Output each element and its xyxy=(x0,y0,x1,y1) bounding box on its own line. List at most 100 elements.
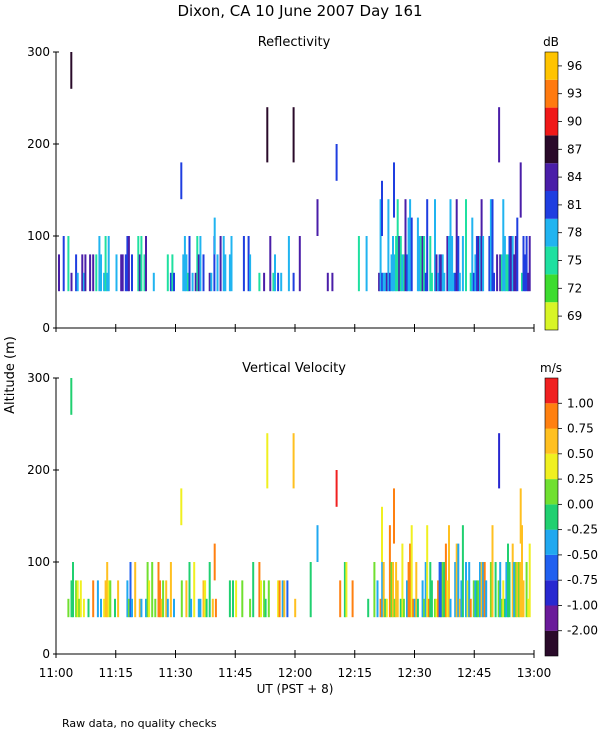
echo-streak xyxy=(420,236,422,292)
echo-streak xyxy=(367,598,370,618)
echo-streak xyxy=(527,272,530,292)
echo-streak xyxy=(89,254,92,292)
echo-streak xyxy=(106,272,109,292)
echo-streak xyxy=(185,580,188,618)
echo-streak xyxy=(409,543,412,618)
echo-streak xyxy=(483,562,486,618)
echo-streak xyxy=(67,598,70,618)
echo-feature xyxy=(266,433,269,489)
echo-streak xyxy=(235,580,238,618)
echo-streak xyxy=(185,254,188,292)
x-tick-label: 11:45 xyxy=(218,666,253,680)
echo-streak xyxy=(479,236,481,292)
echo-streak xyxy=(100,598,102,618)
echo-streak xyxy=(148,580,151,618)
echo-streak xyxy=(480,199,483,292)
colorbar-tick-label: 78 xyxy=(567,226,582,240)
echo-feature xyxy=(292,433,295,489)
echo-streak xyxy=(385,272,388,292)
echo-streak xyxy=(103,598,106,618)
echo-streak xyxy=(263,580,266,618)
echo-streak xyxy=(260,580,262,618)
echo-streak xyxy=(409,199,412,292)
echo-streak xyxy=(426,525,429,618)
echo-streak xyxy=(75,580,78,618)
colorbar-swatch xyxy=(545,246,558,275)
echo-streak xyxy=(406,580,408,618)
colorbar-unit-velocity: m/s xyxy=(540,361,562,375)
echo-streak xyxy=(465,199,467,292)
echo-feature xyxy=(498,107,501,163)
y-tick-label: 300 xyxy=(27,45,50,59)
echo-streak xyxy=(528,236,531,292)
y-tick-label: 0 xyxy=(42,321,50,335)
echo-streak xyxy=(151,562,154,618)
colorbar-swatch xyxy=(545,630,558,656)
echo-streak xyxy=(449,199,452,292)
echo-streak xyxy=(70,580,73,618)
echo-streak xyxy=(461,236,464,292)
echo-streak xyxy=(70,272,73,292)
echo-streak xyxy=(283,580,286,618)
echo-streak xyxy=(489,199,492,292)
echo-streak xyxy=(482,562,485,618)
echo-streak xyxy=(82,598,85,618)
panel-title-reflectivity: Reflectivity xyxy=(258,35,331,50)
echo-streak xyxy=(388,272,391,292)
colorbar-swatch xyxy=(545,403,558,429)
echo-streak xyxy=(121,254,124,292)
colorbar-swatch xyxy=(545,554,558,581)
echo-streak xyxy=(404,199,407,292)
echo-streak xyxy=(469,598,472,618)
echo-streak xyxy=(219,236,222,292)
echo-streak xyxy=(96,580,99,618)
echo-streak xyxy=(513,254,516,292)
echo-streak xyxy=(441,254,444,292)
echo-streak xyxy=(173,598,175,618)
echo-streak xyxy=(441,562,444,618)
echo-streak xyxy=(378,272,381,292)
echo-streak xyxy=(98,236,101,292)
x-tick-label: 13:00 xyxy=(517,666,552,680)
echo-streak xyxy=(228,580,231,618)
echo-streak xyxy=(395,236,398,292)
echo-streak xyxy=(309,562,312,618)
echo-streak xyxy=(205,598,208,618)
echo-streak xyxy=(114,598,116,618)
echo-streak xyxy=(497,580,500,618)
echo-streak xyxy=(438,254,441,292)
echo-streak xyxy=(508,236,511,292)
echo-streak xyxy=(351,580,354,618)
echo-streak xyxy=(437,580,440,618)
echo-streak xyxy=(171,254,174,292)
echo-layer xyxy=(58,199,531,292)
echo-streak xyxy=(460,580,463,618)
echo-streak xyxy=(104,236,107,292)
echo-streak xyxy=(278,580,281,618)
echo-streak xyxy=(401,543,404,618)
echo-streak xyxy=(146,562,149,618)
echo-streak xyxy=(511,543,514,618)
colorbar-swatch xyxy=(545,107,558,136)
echo-streak xyxy=(457,543,460,618)
echo-streak xyxy=(500,254,503,292)
x-tick-label: 11:30 xyxy=(158,666,193,680)
echo-streak xyxy=(343,562,346,618)
echo-streak xyxy=(516,217,519,292)
echo-streak xyxy=(440,254,443,292)
echo-streak xyxy=(475,580,478,618)
echo-streak xyxy=(196,236,199,292)
echo-streak xyxy=(62,236,65,292)
echo-streak xyxy=(489,562,492,618)
echo-streak xyxy=(104,580,107,618)
colorbar-unit-reflectivity: dB xyxy=(543,35,559,49)
echo-streak xyxy=(488,236,491,292)
colorbar-swatch xyxy=(545,453,558,480)
colorbar-tick-label: -2.00 xyxy=(567,624,598,638)
echo-streak xyxy=(491,525,494,618)
echo-streak xyxy=(381,562,384,618)
echo-streak xyxy=(398,236,401,292)
echo-streak xyxy=(446,580,449,618)
echo-streak xyxy=(396,580,399,618)
